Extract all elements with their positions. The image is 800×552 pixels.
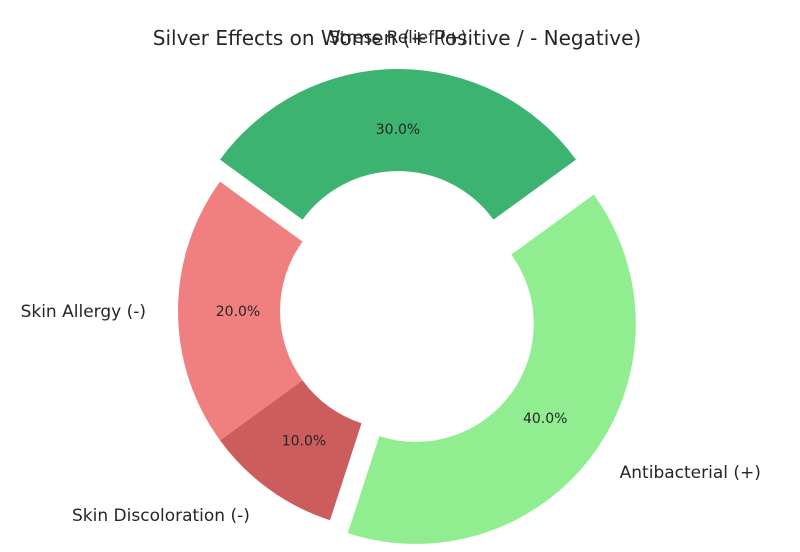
slice-skin-discoloration: [220, 380, 362, 521]
percent-label-skin-allergy: 20.0%: [216, 304, 260, 320]
slice-antibacterial: [347, 194, 636, 544]
percent-label-antibacterial: 40.0%: [523, 411, 567, 427]
labels-group: 40.0% Antibacterial (+) 30.0% Stress Relief…: [21, 28, 761, 526]
percent-label-stress-relief: 30.0%: [376, 122, 420, 138]
chart-title: Silver Effects on Women (+ Positive / - …: [153, 26, 641, 50]
category-label-skin-allergy: Skin Allergy (-): [21, 302, 146, 322]
slice-stress-relief: [220, 68, 576, 220]
slices-group: [178, 68, 636, 544]
category-label-stress-relief: Stress Relief (+): [329, 28, 467, 48]
category-label-skin-discoloration: Skin Discoloration (-): [72, 506, 250, 526]
slice-skin-allergy: [178, 181, 303, 441]
category-label-antibacterial: Antibacterial (+): [620, 463, 761, 483]
percent-label-skin-discoloration: 10.0%: [282, 433, 326, 449]
